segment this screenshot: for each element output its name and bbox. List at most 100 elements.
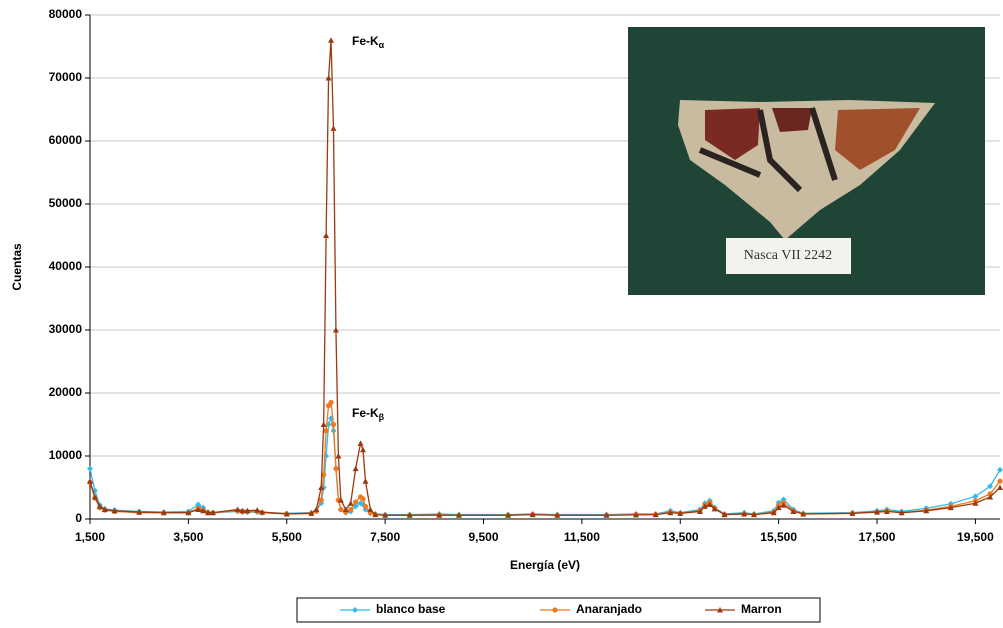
annotation-text: Fe-K: [352, 34, 379, 48]
x-tick-label: 19,500: [957, 530, 994, 544]
marker: [254, 507, 261, 513]
x-tick-label: 5,500: [272, 530, 302, 544]
marker: [101, 506, 108, 513]
marker: [667, 509, 674, 516]
y-tick-label: 30000: [49, 322, 83, 336]
marker: [436, 512, 443, 518]
x-tick-label: 17,500: [859, 530, 896, 544]
marker: [200, 507, 207, 514]
marker: [677, 510, 684, 516]
marker: [244, 507, 251, 514]
y-tick-label: 0: [75, 511, 82, 525]
x-tick-label: 13,500: [662, 530, 699, 544]
marker: [318, 484, 325, 490]
y-tick-label: 40000: [49, 259, 83, 273]
marker: [195, 501, 202, 508]
marker: [328, 37, 335, 43]
marker: [352, 465, 359, 472]
marker: [352, 607, 358, 613]
marker: [87, 478, 93, 484]
annotation-subscript: β: [379, 412, 385, 422]
marker: [96, 503, 103, 509]
series-line: [89, 40, 1001, 516]
marker: [455, 512, 462, 518]
marker: [367, 506, 374, 513]
marker: [333, 466, 339, 472]
marker: [330, 421, 337, 428]
marker: [972, 500, 979, 506]
x-tick-label: 9,500: [468, 530, 498, 544]
marker: [342, 506, 349, 513]
marker: [205, 509, 212, 516]
marker: [234, 506, 241, 513]
marker: [711, 505, 718, 512]
series: [87, 415, 1003, 518]
annotation: Fe-Kβ: [352, 406, 385, 422]
marker: [360, 496, 366, 502]
series: [87, 399, 1003, 518]
marker: [923, 507, 930, 514]
marker: [111, 507, 118, 514]
inset-photo: Nasca VII 2242: [628, 27, 985, 295]
annotation-text: Fe-K: [352, 406, 379, 420]
marker: [308, 510, 315, 516]
marker: [362, 503, 369, 509]
marker: [775, 504, 782, 511]
marker: [997, 478, 1003, 484]
legend-label: Marron: [741, 602, 782, 616]
series-line: [89, 400, 1001, 516]
marker: [87, 465, 93, 472]
marker: [529, 511, 536, 518]
marker: [259, 509, 266, 515]
marker: [325, 75, 332, 81]
marker: [332, 327, 339, 333]
marker: [741, 510, 748, 517]
marker: [505, 512, 512, 518]
shard-paint: [698, 107, 838, 193]
y-tick-label: 80000: [49, 7, 83, 21]
marker: [338, 506, 344, 513]
marker: [323, 428, 329, 434]
marker: [239, 507, 246, 514]
marker: [320, 421, 327, 427]
x-tick-label: 7,500: [370, 530, 400, 544]
marker: [717, 607, 723, 613]
legend-box: [296, 597, 821, 623]
marker: [552, 607, 558, 613]
marker: [972, 493, 979, 500]
marker: [554, 512, 561, 518]
marker: [997, 484, 1003, 490]
marker: [347, 500, 354, 506]
marker: [790, 508, 797, 514]
y-tick-label: 50000: [49, 196, 83, 210]
marker: [721, 511, 728, 518]
x-tick-label: 11,500: [564, 530, 600, 544]
marker: [318, 497, 324, 503]
marker: [874, 509, 881, 515]
series: [87, 37, 1003, 518]
marker: [701, 503, 708, 509]
marker: [185, 509, 192, 516]
marker: [987, 493, 994, 500]
photo-label-card: [726, 238, 851, 274]
marker: [997, 466, 1003, 473]
y-tick-label: 60000: [49, 133, 83, 147]
marker: [751, 511, 758, 518]
marker: [372, 511, 379, 518]
x-tick-label: 3,500: [173, 530, 203, 544]
marker: [849, 510, 856, 516]
marker: [706, 501, 713, 508]
marker: [883, 508, 890, 514]
marker: [337, 497, 344, 503]
marker: [91, 493, 98, 500]
marker: [603, 512, 610, 518]
legend-label: Anaranjado: [576, 602, 642, 616]
marker: [406, 512, 413, 518]
photo-label: Nasca VII 2242: [744, 248, 832, 263]
marker: [209, 509, 216, 516]
marker: [313, 506, 320, 513]
marker: [800, 510, 807, 517]
annotation: Fe-Kα: [352, 34, 385, 50]
